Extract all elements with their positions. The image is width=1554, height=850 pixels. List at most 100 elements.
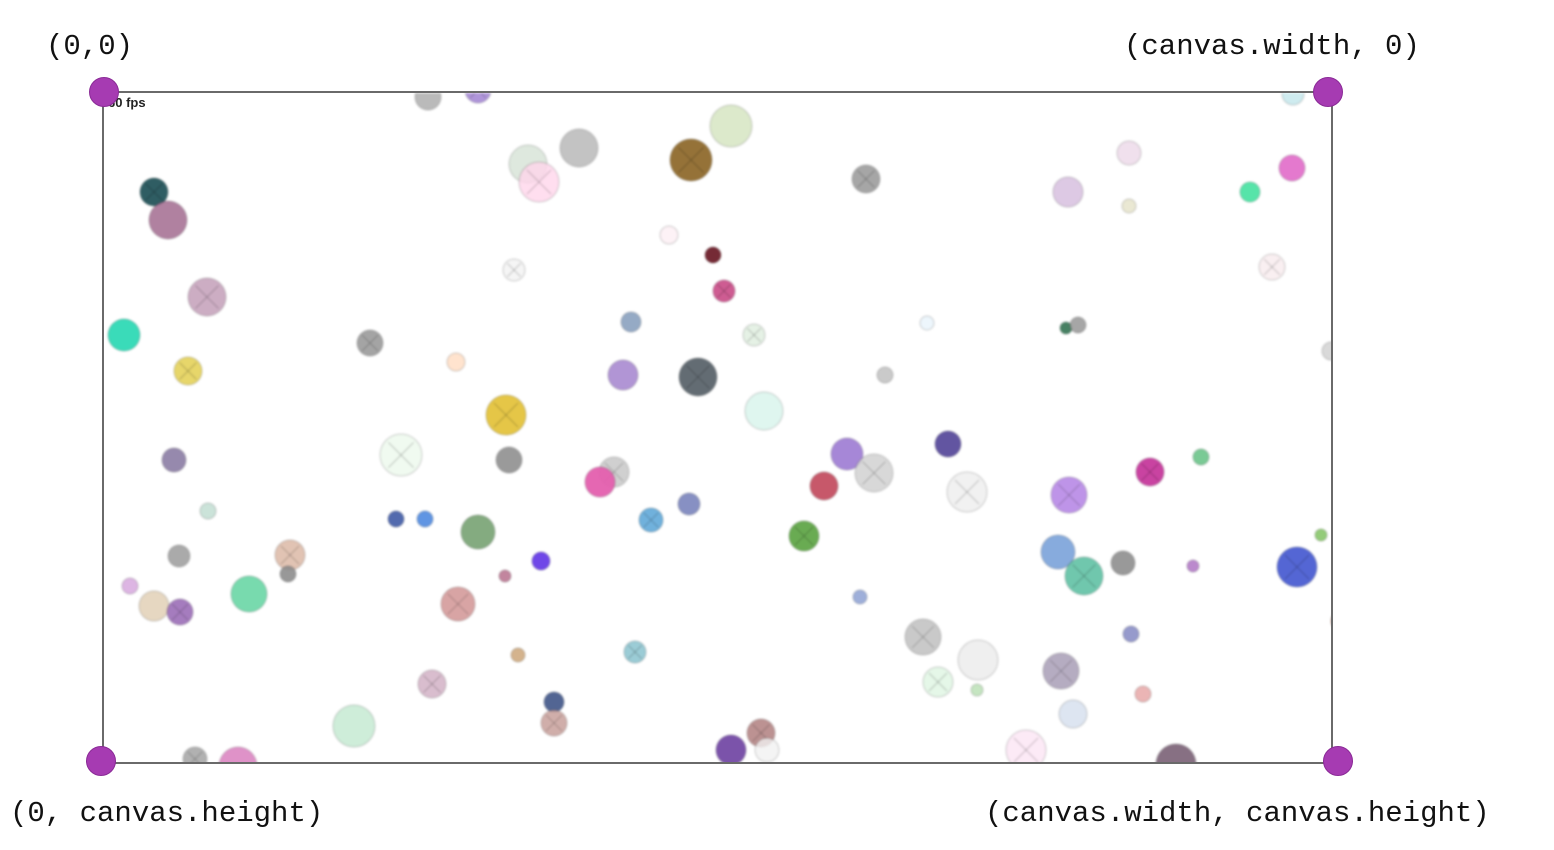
ball [139,177,169,207]
ball [498,569,512,583]
label-origin: (0,0) [46,30,134,63]
ball [464,93,492,104]
canvas[interactable]: 60 fps [102,91,1333,764]
ball [712,279,736,303]
ball [876,366,894,384]
ball [715,734,747,762]
ball [669,138,713,182]
ball [332,704,376,748]
ball [934,430,962,458]
ball [148,200,188,240]
ball [1050,476,1088,514]
ball [957,639,999,681]
ball [638,507,664,533]
ball [187,277,227,317]
ball [620,311,642,333]
ball [1239,181,1261,203]
ball [1052,176,1084,208]
ball [510,647,526,663]
ball [919,315,935,331]
ball [182,746,208,762]
ball [904,618,942,656]
ball [218,746,258,762]
ball [852,589,868,605]
ball [742,323,766,347]
ball [678,357,718,397]
ball [173,356,203,386]
ball [121,577,139,595]
ball [830,437,864,471]
ball [387,510,405,528]
ball [607,359,639,391]
corner-marker-top-left [89,77,119,107]
ball [659,225,679,245]
ball [584,466,616,498]
ball [922,666,954,698]
bouncing-balls [107,93,1331,762]
ball [744,391,784,431]
ball [559,128,599,168]
ball [1321,341,1331,361]
ball [1330,617,1331,625]
ball [1069,316,1087,334]
ball [1116,140,1142,166]
ball [356,329,384,357]
ball [1258,253,1286,281]
ball [709,104,753,148]
ball [1134,685,1152,703]
ball [754,737,780,762]
ball [623,640,647,664]
ball [1040,534,1076,570]
corner-marker-top-right [1313,77,1343,107]
ball [543,691,565,713]
ball [414,93,442,111]
ball [440,586,476,622]
ball [946,471,988,513]
ball [540,709,568,737]
ball [485,394,527,436]
ball [230,575,268,613]
ball [1005,729,1047,762]
ball [854,453,894,493]
ball [1058,699,1088,729]
label-top-right: (canvas.width, 0) [1124,30,1420,63]
ball [199,502,217,520]
ball [1192,448,1210,466]
ball [416,510,434,528]
ball [166,598,194,626]
ball [495,446,523,474]
ball [851,164,881,194]
ball [274,539,306,571]
ball [1276,546,1318,588]
ball [502,258,526,282]
ball [788,520,820,552]
ball [1281,93,1305,106]
ball [460,514,496,550]
ball [518,161,560,203]
ball [1278,154,1306,182]
ball [809,471,839,501]
ball [1135,457,1165,487]
ball [1155,743,1197,762]
ball [138,590,170,622]
ball [161,447,187,473]
ball [417,669,447,699]
ball [1121,198,1137,214]
ball [531,551,551,571]
ball [1314,528,1328,542]
ball [1186,559,1200,573]
ball [379,433,423,477]
ball [1042,652,1080,690]
ball [1122,625,1140,643]
ball [1064,556,1104,596]
ball [107,318,141,352]
label-bottom-left: (0, canvas.height) [10,797,324,830]
corner-marker-bottom-right [1323,746,1353,776]
corner-marker-bottom-left [86,746,116,776]
ball [704,246,722,264]
ball [677,492,701,516]
ball [1110,550,1136,576]
ball [167,544,191,568]
label-bottom-right: (canvas.width, canvas.height) [985,797,1490,830]
ball [970,683,984,697]
